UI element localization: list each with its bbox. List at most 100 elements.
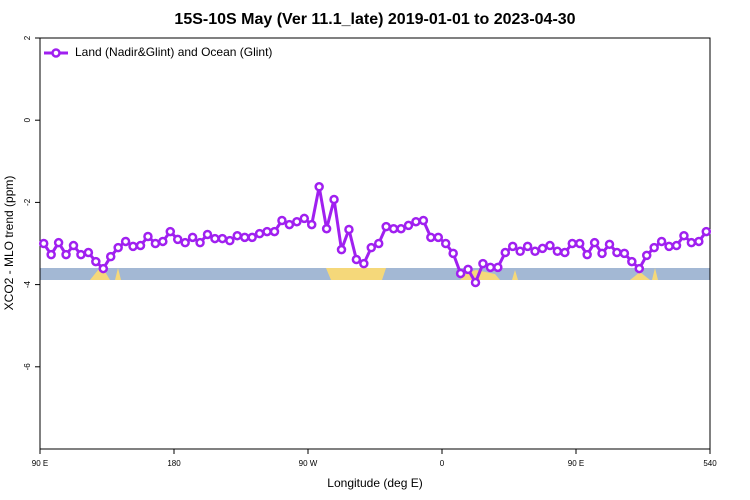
data-point — [277, 215, 287, 226]
data-point — [373, 238, 384, 249]
data-point — [455, 268, 466, 279]
data-point — [641, 250, 652, 261]
data-point — [98, 263, 109, 274]
data-point — [195, 237, 205, 248]
data-point — [604, 239, 615, 250]
data-point — [113, 242, 123, 253]
legend-label: Land (Nadir&Glint) and Ocean (Glint) — [75, 45, 272, 59]
data-point — [128, 241, 138, 252]
data-point — [143, 231, 153, 242]
data-point — [485, 262, 496, 273]
data-point — [158, 236, 168, 247]
data-point — [448, 248, 458, 259]
data-point — [351, 254, 362, 265]
x-tick-label: 180 — [167, 459, 181, 468]
data-point — [552, 246, 563, 257]
data-point — [426, 232, 436, 243]
data-point — [91, 256, 101, 267]
data-point — [299, 213, 310, 224]
data-point — [612, 247, 622, 258]
data-point — [701, 226, 712, 237]
data-point — [210, 233, 220, 244]
data-point — [269, 226, 280, 237]
data-point — [686, 237, 697, 248]
data-point — [679, 230, 689, 241]
x-axis-label: Longitude (deg E) — [327, 476, 422, 490]
land-band — [326, 268, 386, 280]
data-point — [567, 238, 578, 249]
data-point — [336, 244, 347, 255]
data-point — [619, 248, 630, 259]
data-point — [321, 223, 332, 234]
data-point — [507, 241, 518, 252]
data-point — [76, 249, 86, 260]
x-tick-label: 90 E — [568, 459, 584, 468]
x-tick-label: 540 — [703, 459, 717, 468]
data-point — [306, 219, 317, 230]
data-point — [493, 262, 503, 273]
y-tick-label: -6 — [23, 363, 32, 371]
data-point — [344, 224, 354, 235]
data-point — [433, 232, 444, 243]
data-point — [463, 264, 473, 275]
y-tick-label: -2 — [23, 198, 32, 206]
data-point — [329, 194, 339, 205]
data-point — [649, 242, 659, 253]
data-point — [217, 233, 228, 244]
data-point — [597, 248, 607, 259]
data-point — [61, 249, 71, 260]
data-point — [418, 215, 429, 226]
data-point — [105, 251, 116, 262]
data-point — [359, 258, 369, 269]
data-point — [478, 258, 488, 269]
chart-title: 15S-10S May (Ver 11.1_late) 2019-01-01 t… — [174, 11, 575, 28]
x-tick-label: 90 E — [32, 459, 48, 468]
y-tick-label: 2 — [23, 35, 32, 40]
data-point — [366, 242, 377, 253]
data-point — [411, 216, 421, 227]
data-point — [225, 235, 235, 246]
data-point — [470, 277, 481, 288]
data-point — [180, 237, 190, 248]
data-point — [530, 246, 540, 257]
data-point — [694, 236, 704, 247]
y-tick-label: 0 — [23, 117, 32, 122]
data-point — [254, 228, 265, 239]
data-point — [120, 236, 131, 247]
land-band — [512, 270, 518, 280]
data-point — [656, 236, 667, 247]
y-axis-label: XCO2 - MLO trend (ppm) — [2, 176, 16, 311]
data-point — [46, 249, 56, 260]
data-point — [239, 232, 250, 243]
data-point — [403, 220, 414, 231]
land-band — [652, 268, 658, 280]
data-point — [135, 240, 146, 251]
data-point — [664, 241, 674, 252]
data-point — [38, 238, 49, 249]
data-point — [574, 238, 585, 249]
land-band — [630, 272, 650, 280]
data-point — [292, 216, 302, 227]
data-point — [247, 232, 257, 243]
data-point — [187, 232, 198, 243]
data-point — [172, 234, 183, 245]
data-point — [396, 223, 406, 234]
land-band — [115, 268, 121, 280]
data-point — [314, 182, 324, 192]
data-point — [440, 238, 451, 249]
data-point — [53, 237, 64, 248]
data-point — [83, 247, 94, 258]
data-point — [381, 221, 391, 232]
data-point — [150, 238, 161, 249]
data-point — [589, 237, 600, 248]
x-tick-label: 0 — [440, 459, 445, 468]
data-point — [165, 226, 176, 237]
legend-marker — [51, 48, 61, 58]
data-point — [68, 240, 79, 251]
x-tick-label: 90 W — [299, 459, 318, 468]
data-point — [582, 249, 592, 260]
data-point — [500, 247, 511, 258]
data-point — [522, 241, 533, 252]
data-point — [537, 243, 548, 254]
